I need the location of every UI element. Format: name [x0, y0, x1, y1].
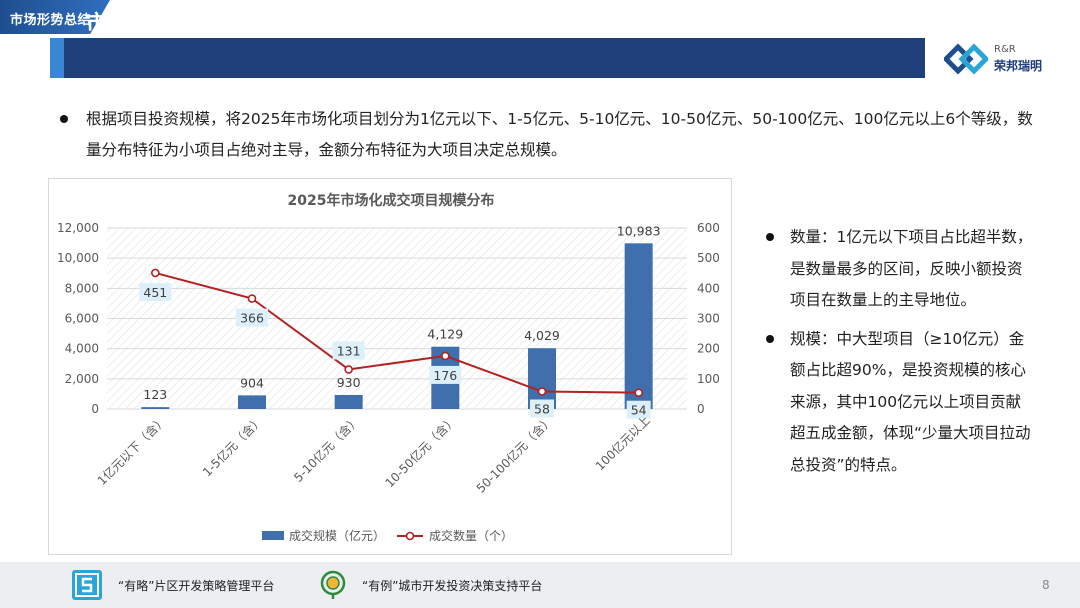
count-label-box	[530, 399, 554, 418]
key-findings: 数量：1亿元以下项目占比超半数，是数量最多的区间，反映小额投资项目在数量上的主导…	[766, 222, 1036, 488]
y-left-tick-label: 6,000	[65, 312, 99, 326]
company-logo: R&R 荣邦瑞明	[942, 42, 1074, 76]
section-tag	[0, 0, 110, 34]
bar	[141, 407, 170, 409]
y-right-tick-label: 100	[697, 372, 720, 386]
count-label-box	[626, 400, 651, 419]
bar	[528, 348, 556, 409]
finding-text: 规模：中大型项目（≥10亿元）金额占比超90%，是投资规模的核心来源，其中100…	[790, 329, 1031, 474]
bar-value-label: 904	[240, 375, 264, 390]
page-number: 8	[1042, 578, 1050, 592]
footer-platform-1: “有略”片区开发策略管理平台	[118, 579, 275, 593]
logo-mark-icon	[942, 43, 990, 75]
y-left-tick-label: 0	[91, 402, 99, 416]
x-tick-label: 10-50亿元（含）	[382, 413, 460, 491]
bullet-icon	[766, 233, 774, 241]
count-point	[247, 294, 257, 303]
count-line	[155, 271, 639, 394]
count-point	[151, 268, 160, 278]
chart-title: 2025年市场化成交项目规模分布	[288, 192, 495, 209]
x-tick-label: 5-10亿元（含）	[290, 413, 362, 485]
bar-value-label: 123	[143, 387, 167, 402]
count-label-box	[429, 365, 462, 384]
count-label-box	[236, 308, 268, 327]
count-value-label: 54	[631, 403, 647, 418]
decision-platform-icon	[318, 570, 348, 600]
bullet-icon	[60, 115, 68, 123]
bar-value-label: 4,029	[524, 328, 560, 343]
bullet-icon	[766, 334, 774, 343]
count-point	[441, 351, 450, 361]
strategy-platform-icon	[72, 570, 102, 600]
y-left-tick-label: 4,000	[65, 342, 99, 356]
bar-value-label: 10,983	[617, 223, 661, 238]
y-left-tick-label: 12,000	[57, 221, 99, 235]
title-bar	[50, 38, 925, 78]
count-point	[634, 388, 643, 398]
count-point	[537, 387, 547, 396]
y-left-tick-label: 2,000	[65, 372, 99, 386]
section-tag-label: 市场形势总结	[10, 13, 92, 28]
bar-value-label: 4,129	[427, 327, 463, 342]
y-right-tick-label: 400	[697, 281, 720, 295]
intro-paragraph: 根据项目投资规模，将2025年市场化项目划分为1亿元以下、1-5亿元、5-10亿…	[60, 104, 1040, 166]
intro-text: 根据项目投资规模，将2025年市场化项目划分为1亿元以下、1-5亿元、5-10亿…	[86, 110, 1033, 159]
count-value-label: 366	[240, 311, 264, 326]
y-left-tick-label: 8,000	[65, 281, 99, 295]
logo-latin: R&R	[994, 44, 1016, 55]
footer	[0, 562, 1080, 608]
bar	[624, 243, 653, 409]
legend-bar-label: 成交规模（亿元）	[289, 528, 385, 543]
finding-item: 规模：中大型项目（≥10亿元）金额占比超90%，是投资规模的核心来源，其中100…	[766, 324, 1036, 482]
bar	[334, 394, 363, 409]
y-right-tick-label: 300	[697, 312, 720, 326]
title-accent	[50, 38, 64, 78]
count-label-box	[332, 341, 365, 360]
x-tick-label: 50-100亿元（含）	[473, 413, 556, 496]
chart-svg: 2025年市场化成交项目规模分布 0 2,000 4,000 6,000 8,000 10,…	[57, 192, 720, 543]
count-value-label: 131	[337, 343, 361, 358]
x-tick-label: 100亿元以上	[592, 413, 653, 474]
footer-platform-2: “有例”城市开发投资决策支持平台	[362, 579, 543, 593]
y-left-tick-label: 10,000	[57, 251, 99, 265]
y-right-tick-label: 200	[697, 342, 720, 356]
finding-text: 数量：1亿元以下项目占比超半数，是数量最多的区间，反映小额投资项目在数量上的主导…	[790, 228, 1033, 309]
legend-bar-swatch	[262, 531, 284, 540]
logo-cn: 荣邦瑞明	[994, 59, 1043, 73]
count-value-label: 451	[143, 285, 167, 300]
bar-value-label: 930	[337, 375, 361, 390]
y-right-tick-label: 500	[697, 251, 720, 265]
x-tick-label: 1亿元以下（含）	[94, 413, 169, 488]
legend-line-label: 成交数量（个）	[429, 528, 513, 543]
bar	[238, 395, 266, 409]
count-label-box	[139, 282, 172, 301]
legend-line-marker	[405, 531, 415, 541]
y-right-tick-label: 0	[697, 402, 705, 416]
count-value-label: 58	[534, 402, 550, 417]
y-right-tick-label: 600	[697, 221, 720, 235]
count-point	[344, 365, 353, 374]
finding-item: 数量：1亿元以下项目占比超半数，是数量最多的区间，反映小额投资项目在数量上的主导…	[766, 222, 1036, 317]
page-title: 市场化项目规模分布特征：少量大项目拉动总投资	[86, 12, 593, 37]
count-value-label: 176	[433, 368, 457, 383]
chart-panel: 2025年市场化成交项目规模分布 0 2,000 4,000 6,000 8,000 10,…	[48, 178, 732, 555]
x-tick-label: 1-5亿元（含）	[199, 413, 266, 480]
